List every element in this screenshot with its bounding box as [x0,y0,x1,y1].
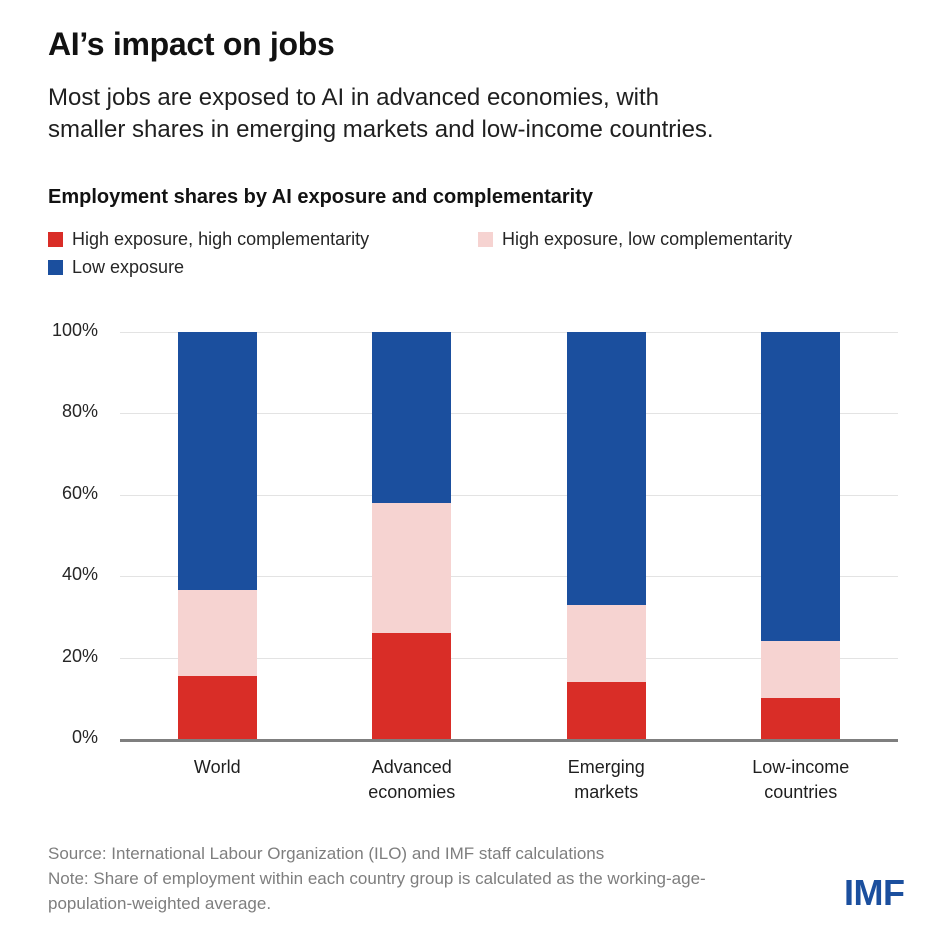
legend-item-low-exposure: Low exposure [48,257,478,278]
gridline-20 [120,657,898,659]
x-category-label: Low-income countries [752,757,850,802]
note-text-line-2: population-weighted average. [48,894,272,913]
legend-label: Low exposure [72,257,185,277]
page-subtitle: Most jobs are exposed to AI in advanced … [48,82,714,146]
bar-segment [372,502,452,634]
gridline-100 [120,332,898,333]
imf-logo: IMF [844,872,905,913]
bar-segment [761,698,841,739]
bar-segment [761,332,841,642]
legend-item-high-high: High exposure, high complementarity [48,229,478,250]
gridline-60 [120,494,898,496]
y-tick-label-60: 60% [61,482,98,503]
bar-segment [177,590,257,676]
bar-emerging-markets [566,332,646,739]
bar-advanced-economies [372,332,452,739]
page-title: AI’s impact on jobs [48,26,335,62]
bar-segment [372,332,452,503]
legend-swatch [478,232,493,247]
bar-segment [177,675,257,739]
bar-low-income-countries [761,332,841,739]
subtitle-line-2: smaller shares in emerging markets and l… [48,116,714,143]
gridline-80 [120,413,898,415]
subtitle-line-1: Most jobs are exposed to AI in advanced … [48,84,660,111]
x-category-label: Advanced economies [368,757,456,802]
legend-label: High exposure, low complementarity [502,229,793,249]
legend-swatch [48,232,63,247]
legend-label: High exposure, high complementarity [72,229,370,249]
bar-segment [566,332,646,605]
plot-area [120,332,898,742]
legend-item-high-low: High exposure, low complementarity [478,229,792,250]
note-text-line-1: Note: Share of employment within each co… [48,869,706,888]
gridline-40 [120,576,898,578]
bar-segment [372,633,452,739]
chart-heading: Employment shares by AI exposure and com… [48,186,593,208]
source-note: Source: International Labour Organizatio… [48,841,706,916]
y-tick-label-20: 20% [61,645,98,666]
bar-segment [761,641,841,699]
source-text: Source: International Labour Organizatio… [48,844,605,863]
y-tick-label-0: 0% [71,727,98,747]
bar-segment [177,332,257,591]
bar-world [177,332,257,739]
y-tick-label-80: 80% [61,401,98,422]
x-axis-line [120,739,898,742]
legend: High exposure, high complementarity High… [48,229,792,278]
bar-segment [566,604,646,683]
bar-segment [566,682,646,739]
y-tick-label-40: 40% [61,564,98,585]
x-category-label: World [193,757,241,777]
legend-swatch [48,260,63,275]
y-tick-label-100: 100% [51,320,98,340]
x-category-label: Emerging markets [567,757,645,802]
